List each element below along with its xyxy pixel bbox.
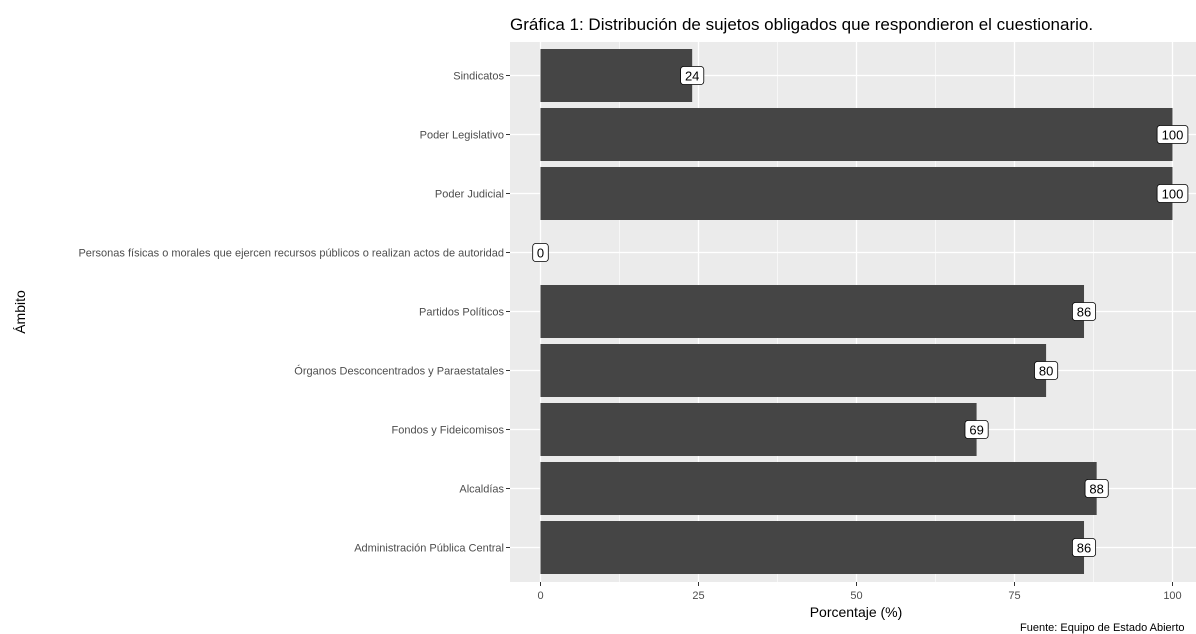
data-label-box — [964, 420, 989, 439]
data-label: 24 — [680, 66, 705, 85]
bar — [540, 344, 1047, 397]
data-label-box — [1084, 479, 1109, 498]
data-label-box — [1072, 538, 1097, 557]
x-tick-label: 0 — [537, 590, 543, 602]
data-label: 80 — [1034, 361, 1059, 380]
data-label-box — [1156, 125, 1189, 144]
bars — [540, 49, 1173, 574]
category-label: Partidos Políticos — [419, 307, 504, 319]
x-tick-label: 75 — [1008, 590, 1020, 602]
bar — [540, 521, 1085, 574]
data-label: 100 — [1156, 184, 1189, 203]
data-label-box — [1156, 184, 1189, 203]
data-label: 100 — [1156, 125, 1189, 144]
bar — [540, 403, 977, 456]
category-label: Alcaldías — [459, 484, 504, 496]
data-label: 86 — [1072, 538, 1097, 557]
category-label: Órganos Desconcentrados y Paraestatales — [294, 365, 504, 378]
bar — [540, 462, 1097, 515]
data-label-box — [1034, 361, 1059, 380]
bar — [540, 285, 1085, 338]
x-axis-ticks: 0 25 50 75 100 — [537, 582, 1182, 602]
bar — [540, 167, 1173, 220]
data-label-box — [680, 66, 705, 85]
data-label-text: 88 — [1089, 482, 1103, 497]
category-label: Sindicatos — [453, 71, 504, 83]
data-label: 0 — [532, 243, 549, 262]
bar — [540, 49, 693, 102]
data-label-text: 80 — [1039, 364, 1053, 379]
data-labels: 24 100 100 0 86 80 69 88 86 — [532, 66, 1189, 557]
x-tick-label: 50 — [850, 590, 862, 602]
y-axis-title: Ámbito — [12, 290, 28, 334]
category-labels: Sindicatos Poder Legislativo Poder Judicia… — [78, 71, 510, 555]
chart-title: Gráfica 1: Distribución de sujetos oblig… — [510, 15, 1093, 34]
data-label-text: 86 — [1077, 541, 1091, 556]
data-label-text: 24 — [685, 69, 699, 84]
data-label-box — [1072, 302, 1097, 321]
data-label-text: 100 — [1162, 128, 1184, 143]
data-label: 86 — [1072, 302, 1097, 321]
data-label: 88 — [1084, 479, 1109, 498]
category-label: Fondos y Fideicomisos — [392, 425, 505, 437]
category-label: Administración Pública Central — [354, 543, 504, 555]
bar — [540, 108, 1173, 161]
data-label-text: 0 — [537, 246, 544, 261]
data-label-text: 69 — [969, 423, 983, 438]
data-label-text: 100 — [1162, 187, 1184, 202]
category-label: Personas físicas o morales que ejercen r… — [78, 248, 504, 260]
x-tick-label: 100 — [1163, 590, 1181, 602]
data-label-box — [532, 243, 549, 262]
category-label: Poder Legislativo — [420, 130, 504, 142]
x-axis-title: Porcentaje (%) — [810, 604, 903, 620]
category-label: Poder Judicial — [435, 189, 504, 201]
data-label: 69 — [964, 420, 989, 439]
chart-caption: Fuente: Equipo de Estado Abierto — [1020, 622, 1185, 634]
x-tick-label: 25 — [692, 590, 704, 602]
data-label-text: 86 — [1077, 305, 1091, 320]
